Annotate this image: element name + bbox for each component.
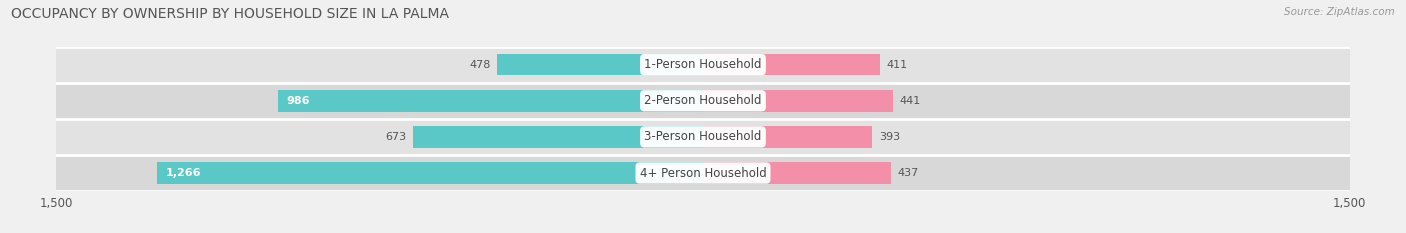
Text: 393: 393	[879, 132, 900, 142]
Text: 986: 986	[287, 96, 309, 106]
Bar	[413, 126, 703, 148]
Text: 673: 673	[385, 132, 406, 142]
Bar	[56, 83, 1350, 119]
Text: Source: ZipAtlas.com: Source: ZipAtlas.com	[1284, 7, 1395, 17]
Bar	[703, 162, 891, 184]
Text: 478: 478	[470, 60, 491, 70]
Text: 437: 437	[898, 168, 920, 178]
Bar	[703, 54, 880, 75]
Text: 2-Person Household: 2-Person Household	[644, 94, 762, 107]
Text: OCCUPANCY BY OWNERSHIP BY HOUSEHOLD SIZE IN LA PALMA: OCCUPANCY BY OWNERSHIP BY HOUSEHOLD SIZE…	[11, 7, 450, 21]
Bar	[278, 90, 703, 112]
Text: 4+ Person Household: 4+ Person Household	[640, 167, 766, 179]
Bar	[157, 162, 703, 184]
Bar	[56, 119, 1350, 155]
Text: 1,266: 1,266	[166, 168, 201, 178]
Bar	[56, 47, 1350, 83]
Text: 441: 441	[900, 96, 921, 106]
Text: 3-Person Household: 3-Person Household	[644, 130, 762, 143]
Text: 1-Person Household: 1-Person Household	[644, 58, 762, 71]
Bar	[56, 155, 1350, 191]
Text: 411: 411	[887, 60, 908, 70]
Bar	[496, 54, 703, 75]
Bar	[703, 126, 873, 148]
Bar	[703, 90, 893, 112]
